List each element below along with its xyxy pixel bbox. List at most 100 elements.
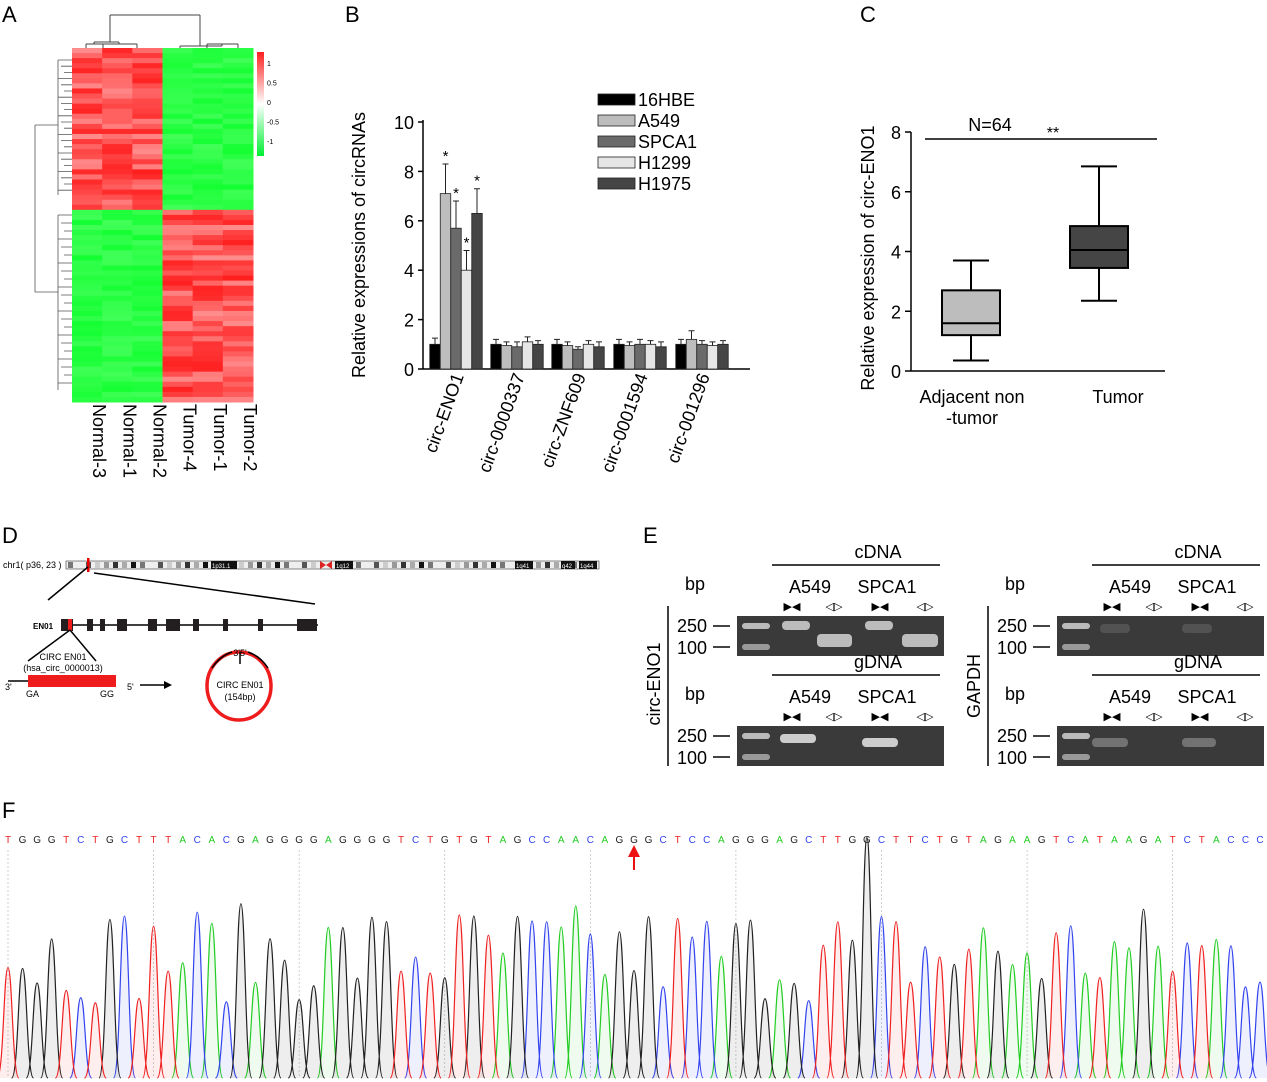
significance-star: * [453,185,459,202]
heatmap-cell [72,396,103,403]
heatmap-cell [132,386,163,393]
heatmap-cell [192,164,224,170]
panel-label-a: A [2,2,17,27]
left-nucleotides: GA [26,689,39,699]
heatmap-cell [162,108,194,115]
heatmap-cell [192,326,224,332]
heatmap-cell [222,235,254,241]
heatmap-cell [132,305,163,312]
marker-label: 250 [997,616,1027,636]
heatmap-cell [72,285,103,292]
heatmap-cell [72,305,103,312]
heatmap-cell [222,199,254,206]
heatmap-cell [72,144,103,150]
base-call: T [820,835,826,846]
heatmap-cell [102,280,133,287]
heatmap-cell [72,280,103,287]
heatmap-cell [162,376,194,383]
heatmap-cell [162,316,194,322]
heatmap-cell [72,310,103,317]
heatmap-cell [222,83,254,89]
heatmap-cell [132,366,163,373]
error-bar [493,338,499,345]
heatmap-cell [102,194,133,201]
heatmap-cell [102,63,133,69]
heatmap-cell [192,265,224,272]
heatmap-cell [132,184,163,191]
heatmap-cell [72,316,103,322]
base-call: G [33,835,41,846]
heatmap-cell [102,204,133,211]
legend-label: H1299 [638,153,691,173]
y-tick-label: 2 [891,302,901,322]
heatmap-cell [102,230,133,236]
heatmap-cell [102,366,133,373]
heatmap-cell [162,139,194,145]
heatmap-cell [72,376,103,383]
heatmap-cell [162,391,194,398]
heatmap-cell [132,154,163,160]
heatmap-cell [222,260,254,266]
heatmap-cell [162,265,194,272]
gel-image [737,726,944,766]
exon [87,619,93,631]
heatmap-cell [132,164,163,170]
bar [706,345,719,370]
y-tick-label: 8 [891,123,901,143]
heatmap-cell [132,139,163,145]
error-bar [688,330,695,340]
heatmap-cell [192,250,224,256]
base-call: G [950,835,958,846]
exon [297,619,317,631]
heatmap-cell [102,285,133,292]
error-bar [524,336,531,342]
base-call: G [645,835,653,846]
heatmap-cell [102,310,133,317]
base-call: G [994,835,1002,846]
heatmap-cell [132,295,163,302]
bar [439,193,452,370]
heatmap-cell [162,260,194,266]
heatmap-cell [132,356,163,363]
heatmap-cell [222,88,254,95]
heatmap-cell [132,346,163,352]
heatmap-cell [72,174,103,180]
heatmap-cell [102,255,133,261]
heatmap-cell [162,346,194,352]
heatmap-cell [162,98,194,105]
heatmap-cell [192,128,224,135]
heatmap-cell [72,240,103,246]
heatmap-cell [72,326,103,332]
heatmap-cell [162,341,194,347]
convergent-primer-icon: ▶◀ [1104,711,1121,723]
heatmap-cell [222,174,254,180]
significance-star: * [443,148,449,165]
base-call: G [339,835,347,846]
heatmap-cell [162,225,194,231]
heatmap-cell [222,240,254,246]
heatmap-cell [132,230,163,236]
heatmap-cell [132,63,163,69]
heatmap-cell [162,214,194,221]
bar [561,345,574,370]
heatmap-cell [222,73,254,79]
bar [521,341,534,370]
heatmap-cell [222,255,254,261]
heatmap-cell [132,240,163,246]
heatmap-cell [72,295,103,302]
heatmap-cell [192,179,224,186]
heatmap-cell [162,204,194,211]
heatmap-cell [132,194,163,201]
gel-image [1057,616,1264,656]
heatmap-cell [222,381,254,388]
trace-A [171,905,1228,1079]
heatmap-cell [222,179,254,186]
heatmap-cell [162,174,194,180]
heatmap-cell [132,103,163,110]
base-call: G [354,835,362,846]
heatmap-cell [222,108,254,115]
base-call: A [558,835,565,846]
base-call: G [368,835,376,846]
heatmap-cell [192,290,224,297]
y-tick-label: 8 [404,162,414,182]
